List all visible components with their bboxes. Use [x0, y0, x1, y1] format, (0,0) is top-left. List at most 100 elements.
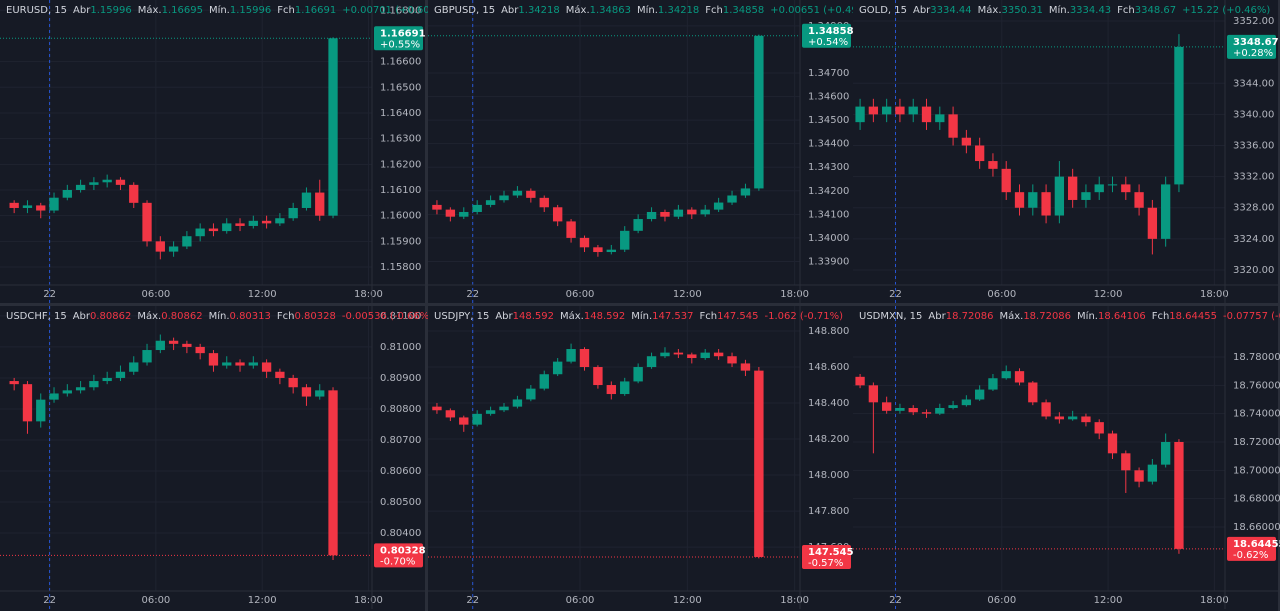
candle-body	[633, 219, 643, 231]
candle-body	[485, 200, 496, 205]
candle-body	[512, 399, 523, 407]
y-tick-label: 3340.00	[1233, 109, 1274, 120]
price-tag-change: -0.70%	[380, 556, 415, 567]
candle-body	[459, 211, 469, 217]
candle-body	[115, 371, 126, 378]
y-tick-label: 1.15800	[380, 262, 421, 273]
candle-body	[129, 362, 139, 372]
price-tag-change: +0.55%	[380, 39, 420, 50]
y-tick-label: 18.70000	[1233, 465, 1280, 476]
field-value: 18.72086	[1023, 311, 1071, 322]
candle-body	[908, 106, 918, 115]
candle-body	[261, 220, 272, 224]
candle-body	[9, 381, 19, 385]
panel-background	[428, 306, 853, 611]
chart-panel: 18.66000 18.68000 18.70000 18.72000 18.74000…	[853, 306, 1280, 611]
candle-body	[208, 228, 219, 232]
price-tag-price: 3348.67	[1233, 37, 1279, 48]
candle-body	[868, 106, 879, 115]
candle-body	[129, 184, 139, 203]
candle-body	[646, 356, 657, 368]
candle-body	[182, 343, 192, 347]
y-tick-label: 1.16000	[380, 211, 421, 222]
symbol: GBPUSD, 15	[434, 5, 495, 16]
price-tag-price: 0.80328	[380, 545, 426, 556]
panel-background	[0, 306, 425, 611]
candle-body	[673, 352, 684, 355]
x-tick-label: 18:00	[780, 289, 809, 300]
x-tick-label: 22	[43, 289, 56, 300]
field-label: Fch	[705, 5, 723, 16]
candle-body	[1161, 184, 1171, 239]
field-value: 1.34863	[590, 5, 631, 16]
candle-body	[727, 356, 737, 364]
candle-body	[687, 209, 697, 215]
price-tag-change: +0.28%	[1233, 48, 1273, 59]
candle-body	[566, 349, 576, 362]
candle-body	[89, 381, 99, 388]
field-label: Abr	[73, 311, 91, 322]
candle-body	[552, 361, 563, 375]
candle-body	[62, 390, 72, 394]
x-tick-label: 06:00	[566, 595, 595, 606]
field-label: Abr	[501, 5, 519, 16]
candle-body	[1161, 441, 1171, 465]
field-label: Mín.	[209, 4, 230, 16]
x-tick-label: 06:00	[987, 595, 1016, 606]
y-tick-label: 1.16500	[380, 82, 421, 93]
candle-body	[975, 145, 985, 162]
field-value: 18.64106	[1098, 311, 1146, 322]
field-label: Mín.	[637, 4, 658, 16]
field-value: 3348.67	[1135, 5, 1176, 16]
y-tick-label: 1.34000	[808, 233, 849, 244]
field-label: Fch	[700, 311, 718, 322]
candle-body	[882, 106, 892, 115]
candle-body	[1001, 168, 1011, 193]
chart-header: GOLD, 15 Abr3334.44 Máx.3350.31 Mín.3334.43…	[859, 4, 1270, 16]
y-tick-label: 18.76000	[1233, 380, 1280, 391]
candle-body	[593, 247, 603, 253]
candle-body	[459, 417, 469, 425]
y-tick-label: 3332.00	[1233, 172, 1274, 183]
candle-body	[754, 370, 764, 557]
panel-background	[428, 0, 853, 303]
y-tick-label: 148.200	[808, 434, 849, 445]
x-tick-label: 18:00	[780, 595, 809, 606]
y-tick-label: 1.15900	[380, 236, 421, 247]
candle-body	[1174, 441, 1184, 549]
candle-body	[142, 202, 152, 242]
x-tick-label: 06:00	[987, 289, 1016, 300]
x-tick-label: 18:00	[1200, 595, 1229, 606]
field-value: 148.592	[513, 311, 554, 322]
field-label: Fch	[1152, 311, 1170, 322]
candle-body	[102, 179, 112, 183]
field-label: Abr	[928, 311, 946, 322]
price-tag	[374, 543, 423, 568]
y-tick-label: 0.80400	[380, 528, 421, 539]
candle-body	[1028, 382, 1038, 403]
candle-body	[1014, 192, 1025, 208]
field-label: Máx.	[560, 310, 584, 322]
candle-body	[646, 211, 657, 220]
candle-body	[36, 399, 46, 422]
candle-body	[235, 362, 245, 366]
x-tick-label: 12:00	[1094, 595, 1123, 606]
candle-body	[921, 106, 932, 123]
candle-body	[1014, 371, 1025, 383]
x-tick-label: 22	[889, 595, 902, 606]
field-value: 1.34218	[518, 5, 559, 16]
candle-body	[155, 241, 165, 252]
x-tick-label: 22	[43, 595, 56, 606]
candle-body	[1054, 176, 1065, 216]
candle-body	[328, 38, 338, 216]
y-tick-label: 147.800	[808, 506, 849, 517]
candle-body	[315, 192, 325, 216]
candle-body	[155, 340, 165, 351]
candle-body	[275, 218, 285, 224]
candle-body	[1081, 192, 1091, 200]
y-tick-label: 1.34100	[808, 209, 849, 220]
candle-body	[882, 402, 892, 411]
y-tick-label: 1.16800	[380, 5, 421, 16]
field-label: Fch	[1117, 5, 1135, 16]
